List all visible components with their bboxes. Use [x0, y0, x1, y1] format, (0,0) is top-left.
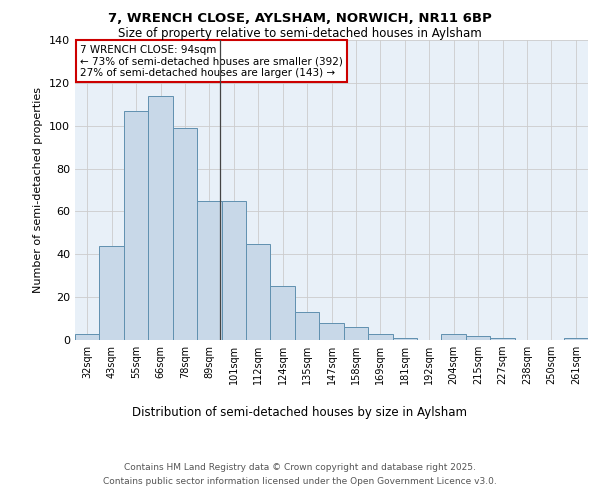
Text: 7 WRENCH CLOSE: 94sqm
← 73% of semi-detached houses are smaller (392)
27% of sem: 7 WRENCH CLOSE: 94sqm ← 73% of semi-deta… [80, 44, 343, 78]
Bar [442, 334, 466, 340]
Bar [100, 246, 124, 340]
Bar [466, 336, 490, 340]
Y-axis label: Number of semi-detached properties: Number of semi-detached properties [34, 87, 43, 293]
Bar [490, 338, 515, 340]
Bar [392, 338, 417, 340]
Bar [344, 327, 368, 340]
Text: Contains HM Land Registry data © Crown copyright and database right 2025.: Contains HM Land Registry data © Crown c… [124, 463, 476, 472]
Bar [319, 323, 344, 340]
Bar [124, 110, 148, 340]
Bar [221, 200, 246, 340]
Bar [197, 200, 221, 340]
Text: 7, WRENCH CLOSE, AYLSHAM, NORWICH, NR11 6BP: 7, WRENCH CLOSE, AYLSHAM, NORWICH, NR11 … [108, 12, 492, 26]
Text: Contains public sector information licensed under the Open Government Licence v3: Contains public sector information licen… [103, 476, 497, 486]
Text: Distribution of semi-detached houses by size in Aylsham: Distribution of semi-detached houses by … [133, 406, 467, 419]
Bar [148, 96, 173, 340]
Text: Size of property relative to semi-detached houses in Aylsham: Size of property relative to semi-detach… [118, 28, 482, 40]
Bar [173, 128, 197, 340]
Bar [246, 244, 271, 340]
Bar [563, 338, 588, 340]
Bar [368, 334, 392, 340]
Bar [271, 286, 295, 340]
Bar [75, 334, 100, 340]
Bar [295, 312, 319, 340]
